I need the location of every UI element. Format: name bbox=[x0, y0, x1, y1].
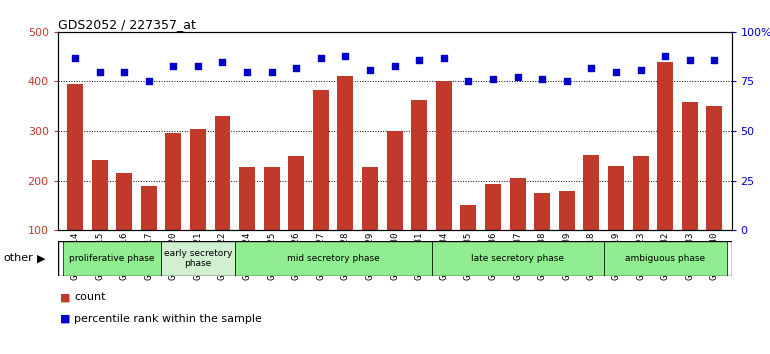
Bar bbox=[166, 133, 181, 230]
Bar bbox=[706, 106, 722, 230]
Point bbox=[708, 57, 721, 62]
Point bbox=[610, 69, 622, 74]
Point bbox=[340, 53, 352, 58]
Point bbox=[241, 69, 253, 74]
Bar bbox=[215, 116, 230, 230]
Point bbox=[413, 57, 425, 62]
Bar bbox=[362, 167, 378, 230]
Text: ▶: ▶ bbox=[37, 253, 45, 263]
Point bbox=[192, 63, 204, 68]
FancyBboxPatch shape bbox=[235, 241, 431, 276]
Bar bbox=[263, 167, 280, 230]
Text: proliferative phase: proliferative phase bbox=[69, 254, 155, 263]
Point bbox=[659, 53, 671, 58]
Point bbox=[388, 63, 400, 68]
Bar bbox=[436, 81, 452, 230]
Point bbox=[315, 55, 327, 61]
Point bbox=[69, 55, 81, 61]
Point bbox=[290, 65, 303, 70]
Point bbox=[167, 63, 179, 68]
Bar bbox=[67, 84, 83, 230]
Text: ■: ■ bbox=[60, 314, 71, 324]
Bar bbox=[239, 167, 255, 230]
Bar bbox=[337, 76, 353, 230]
Bar bbox=[288, 156, 304, 230]
Point bbox=[585, 65, 598, 70]
Bar bbox=[559, 192, 574, 230]
Point bbox=[216, 59, 229, 64]
Point bbox=[487, 76, 499, 82]
Bar bbox=[190, 129, 206, 230]
Bar bbox=[485, 184, 501, 230]
Point bbox=[511, 75, 524, 80]
Bar bbox=[411, 100, 427, 230]
FancyBboxPatch shape bbox=[161, 241, 235, 276]
Point bbox=[684, 57, 696, 62]
Point bbox=[364, 67, 377, 72]
Bar bbox=[584, 155, 599, 230]
Point bbox=[536, 76, 548, 82]
Text: other: other bbox=[4, 253, 34, 263]
FancyBboxPatch shape bbox=[62, 241, 161, 276]
Point bbox=[561, 79, 573, 84]
Point bbox=[437, 55, 450, 61]
Text: ambiguous phase: ambiguous phase bbox=[625, 254, 705, 263]
Bar bbox=[92, 160, 108, 230]
Bar bbox=[313, 90, 329, 230]
Point bbox=[462, 79, 474, 84]
Bar bbox=[681, 102, 698, 230]
Point bbox=[142, 79, 155, 84]
Bar bbox=[387, 131, 403, 230]
Bar bbox=[534, 193, 550, 230]
Bar bbox=[116, 173, 132, 230]
Bar bbox=[657, 62, 673, 230]
Text: percentile rank within the sample: percentile rank within the sample bbox=[74, 314, 262, 324]
Bar bbox=[608, 166, 624, 230]
Point bbox=[93, 69, 105, 74]
Bar bbox=[141, 187, 157, 230]
Bar bbox=[510, 178, 526, 230]
Point bbox=[118, 69, 130, 74]
Bar bbox=[460, 205, 477, 230]
Text: late secretory phase: late secretory phase bbox=[471, 254, 564, 263]
Text: count: count bbox=[74, 292, 105, 302]
Bar bbox=[632, 156, 648, 230]
Text: mid secretory phase: mid secretory phase bbox=[286, 254, 380, 263]
Point bbox=[634, 67, 647, 72]
Text: ■: ■ bbox=[60, 292, 71, 302]
FancyBboxPatch shape bbox=[431, 241, 604, 276]
FancyBboxPatch shape bbox=[604, 241, 727, 276]
Text: early secretory
phase: early secretory phase bbox=[164, 249, 232, 268]
Text: GDS2052 / 227357_at: GDS2052 / 227357_at bbox=[58, 18, 196, 31]
Point bbox=[266, 69, 278, 74]
